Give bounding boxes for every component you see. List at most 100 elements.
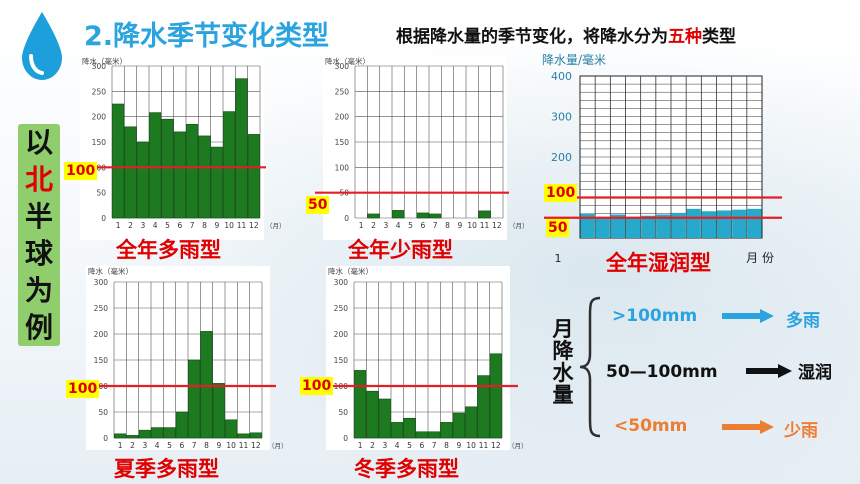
x-tick-label: 10 [224,221,234,230]
x-tick-label: 4 [155,441,160,450]
threshold-tag: 100 [544,184,578,202]
x-tick-label: 7 [192,441,197,450]
x-tick-label: 8 [444,441,449,450]
x-tick-label: 6 [419,441,424,450]
x-tick-label: 9 [216,441,221,450]
side-label-box: 以 北 半 球 为 例 [18,124,60,346]
bar [392,210,405,219]
y-tick-label: 200 [551,151,572,164]
chart-svg: 降水（毫米）300250200150100500123456789101112（… [78,266,288,450]
y-tick-label: 300 [551,111,572,124]
x-axis-unit: 月 份 [746,251,774,265]
y-tick-label: 250 [92,87,107,96]
bar [237,433,250,439]
bar [686,208,701,238]
threshold-tag: 50 [546,219,570,237]
legend-title-char: 降 [552,339,574,363]
x-tick-label: 7 [190,221,195,230]
x-tick-label: 1 [116,221,121,230]
bar [641,215,656,238]
threshold-tag: 50 [306,196,330,214]
bar [161,118,174,219]
x-tick-label: 11 [237,221,247,230]
y-tick-label: 50 [98,408,108,417]
legend-range-mid: 50—100mm [606,362,718,382]
bar [225,419,238,439]
x-axis-unit: （月） [509,222,529,230]
bar [478,210,491,219]
x-tick-label: 12 [251,441,261,450]
bar [489,353,502,439]
water-drop-icon [22,12,62,80]
y-tick-label: 0 [103,434,108,443]
x-tick-label: 1 [118,441,123,450]
bar [440,422,453,439]
y-tick-label: 150 [94,356,109,365]
x-tick-label: 3 [142,441,147,450]
y-tick-label: 200 [335,113,350,122]
bar [200,331,213,439]
x-tick-label: 4 [396,221,401,230]
x-tick-label: 9 [456,441,461,450]
type-label-summer-rainy: 夏季多雨型 [114,457,219,481]
y-tick-label: 50 [96,189,106,198]
y-tick-label: 150 [335,138,350,147]
bar [198,135,211,219]
subtitle-highlight: 五种 [668,27,702,47]
bar [210,146,223,219]
bar [452,412,465,439]
chart-all-year-dry: 降水（毫米）300250200150100500123456789101112（… [313,56,529,246]
side-char: 球 [24,236,53,270]
arrow-right-icon [722,420,774,434]
type-label-all-year-humid: 全年湿润型 [606,251,711,275]
legend-title-char: 量 [552,383,574,407]
x-tick-label: 5 [407,441,412,450]
threshold-tag: 100 [64,162,98,180]
arrow-right-icon [746,364,792,378]
chart-svg: 降水（毫米）300250200150100500123456789101112（… [72,56,286,240]
bar [610,214,625,238]
bar [595,216,610,238]
bar [186,123,199,219]
y-axis-label: 降水（毫米） [328,266,373,276]
legend-range-low: <50mm [614,416,688,436]
y-axis-label: 降水（毫米） [88,266,133,276]
bar [212,383,225,439]
bar [477,375,490,439]
bar [747,208,762,238]
y-tick-label: 200 [92,113,107,122]
type-label-all-year-dry: 全年少雨型 [348,238,453,262]
x-axis-unit: （月） [268,442,288,450]
side-char: 例 [24,310,53,344]
bar [428,431,441,439]
y-tick-label: 0 [343,434,348,443]
bar [656,214,671,238]
x-tick-label: 3 [383,221,388,230]
bar [151,427,164,439]
bar [124,126,137,219]
x-tick-label: 11 [479,441,489,450]
bar [732,209,747,238]
x-tick-label: 4 [153,221,158,230]
legend-brace [579,296,601,438]
y-tick-label: 200 [94,330,109,339]
bar [465,406,478,439]
subtitle-pre: 根据降水量的季节变化，将降水分为 [396,27,668,47]
chart-winter-rainy: 降水（毫米）300250200150100500123456789101112（… [316,266,528,456]
bar [235,78,248,219]
legend-title-char: 水 [552,361,574,385]
bar [366,390,379,439]
legend-title: 月 降 水 量 [546,318,580,406]
bar [701,211,716,238]
x-tick-label: 2 [130,441,135,450]
page-title: 2.降水季节变化类型 [84,21,330,52]
legend-result-low: 少雨 [784,421,818,441]
x-tick-label: 6 [420,221,425,230]
x-tick-label: 7 [433,221,438,230]
chart-all-year-rainy: 降水（毫米）300250200150100500123456789101112（… [70,56,286,246]
legend-title-char: 月 [552,317,574,341]
bar [378,398,391,439]
y-tick-label: 300 [94,278,109,287]
legend-range-high: >100mm [612,306,698,326]
x-tick-label: 8 [202,221,207,230]
